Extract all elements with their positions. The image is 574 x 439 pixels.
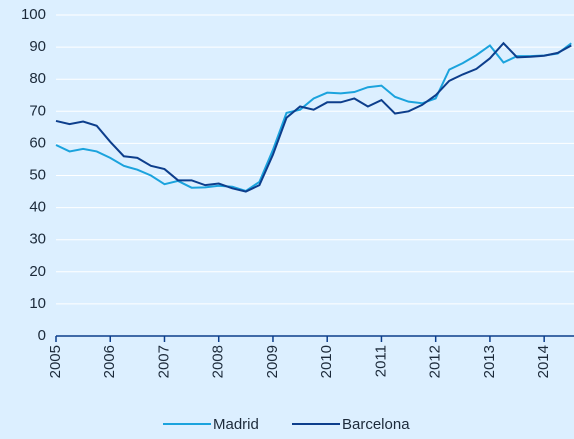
y-tick-label: 20 — [29, 263, 46, 280]
y-tick-label: 90 — [29, 38, 46, 55]
y-tick-label: 50 — [29, 166, 46, 183]
x-tick-label: 2012 — [427, 345, 444, 378]
x-tick-label: 2010 — [318, 345, 335, 378]
y-tick-label: 60 — [29, 134, 46, 151]
y-tick-label: 0 — [38, 327, 46, 344]
line-series — [55, 42, 572, 193]
x-tick-label: 2005 — [47, 345, 64, 378]
y-tick-label: 80 — [29, 70, 46, 87]
y-tick-label: 10 — [29, 295, 46, 312]
x-tick-label: 2011 — [372, 345, 389, 377]
legend-label: Barcelona — [342, 416, 410, 433]
y-tick-label: 30 — [29, 231, 46, 248]
y-tick-label: 40 — [29, 199, 46, 216]
x-tick-label: 2007 — [155, 345, 172, 378]
line-series — [55, 41, 572, 193]
y-tick-label: 100 — [21, 6, 46, 23]
x-tick-label: 2006 — [101, 345, 118, 378]
legend-label: Madrid — [213, 416, 259, 433]
x-tick-label: 2009 — [264, 345, 281, 378]
x-tick-label: 2013 — [481, 345, 498, 378]
x-tick-label: 2014 — [535, 345, 552, 378]
y-tick-label: 70 — [29, 102, 46, 119]
x-tick-label: 2008 — [210, 345, 227, 378]
